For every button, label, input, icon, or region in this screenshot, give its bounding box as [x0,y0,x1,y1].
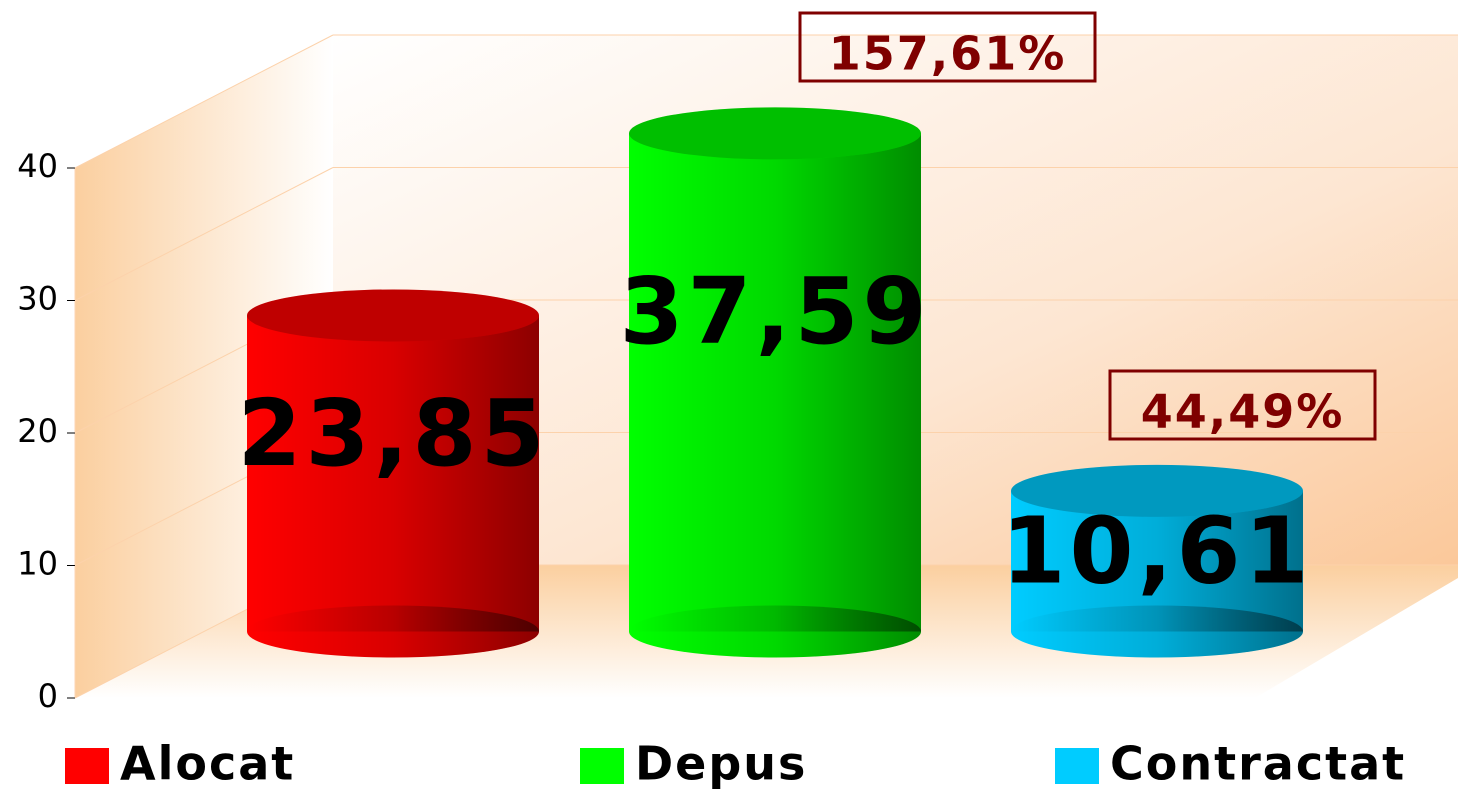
bar-shade [629,133,921,632]
bar-top [629,107,921,160]
grid-line [74,34,334,169]
annotation-box [1108,369,1377,441]
annotation-box [798,11,1097,83]
y-tick-label: 30 [17,280,58,318]
legend-swatch [1055,748,1099,784]
bar-top-shade [1011,464,1303,517]
legend-label: Alocat [120,737,295,791]
y-tick-label: 40 [17,147,58,185]
bar-top-shade [629,107,921,160]
annotation: 44,49% [1141,385,1345,439]
y-tick-label: 10 [17,545,58,583]
legend-label: Depus [635,737,807,791]
annotation: 157,61% [829,27,1067,81]
legend-label: Contractat [1110,737,1406,791]
bar-top [1011,464,1303,517]
y-tick-label: 0 [38,677,58,715]
bar-top-shade [247,289,539,342]
data-label: 10,61 [1001,498,1312,605]
bar-top [247,289,539,342]
y-tick-label: 20 [17,412,58,450]
grid-line [74,167,334,301]
data-label: 37,59 [619,258,930,365]
legend-swatch [580,748,624,784]
data-label: 23,85 [237,380,548,487]
legend-swatch [65,748,109,784]
bar-shade [247,315,539,632]
